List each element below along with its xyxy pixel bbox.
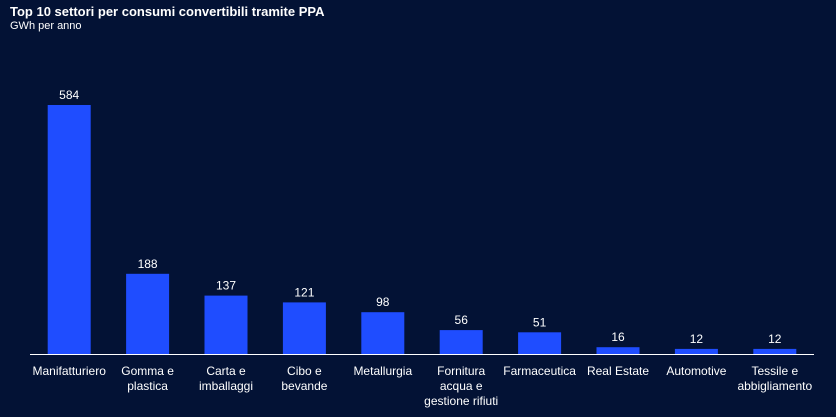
chart-title: Top 10 settori per consumi convertibili … [10, 4, 325, 19]
bar-3 [282, 302, 326, 354]
value-label-3: 121 [294, 285, 314, 299]
value-label-1: 188 [138, 257, 158, 271]
chart-subtitle: GWh per anno [10, 20, 82, 32]
category-label-6: Farmaceutica [503, 364, 576, 378]
value-label-0: 584 [59, 88, 79, 102]
category-label-7: Real Estate [587, 364, 649, 378]
category-label-5: Fornitura acqua e gestione rifiuti [424, 364, 498, 408]
bar-0 [47, 105, 91, 354]
bar-4 [361, 312, 405, 354]
bar-8 [674, 348, 718, 354]
bar-5 [439, 330, 483, 354]
bar-6 [518, 332, 562, 354]
value-labels-group: 584 188 137 121 98 56 51 16 12 12 [59, 88, 782, 346]
bars-group [47, 105, 797, 354]
category-label-9: Tessile e abbigliamento [737, 364, 812, 393]
bar-7 [596, 347, 640, 354]
category-labels-group: Manifatturiero Gomma e plastica Carta e imba… [33, 364, 813, 408]
value-label-8: 12 [690, 332, 704, 346]
value-label-9: 12 [768, 332, 782, 346]
value-label-6: 51 [533, 315, 547, 329]
category-label-1: Gomma e plastica [121, 364, 174, 393]
category-label-4: Metallurgia [353, 364, 412, 378]
value-label-5: 56 [455, 313, 469, 327]
bar-2 [204, 295, 248, 354]
bar-9 [753, 348, 797, 354]
category-label-8: Automotive [666, 364, 726, 378]
category-label-0: Manifatturiero [33, 364, 107, 378]
bar-1 [126, 273, 170, 354]
value-label-4: 98 [376, 295, 390, 309]
category-label-2: Carta e imballaggi [199, 364, 253, 393]
value-label-2: 137 [216, 279, 236, 293]
value-label-7: 16 [611, 330, 625, 344]
category-label-3: Cibo e bevande [281, 364, 327, 393]
